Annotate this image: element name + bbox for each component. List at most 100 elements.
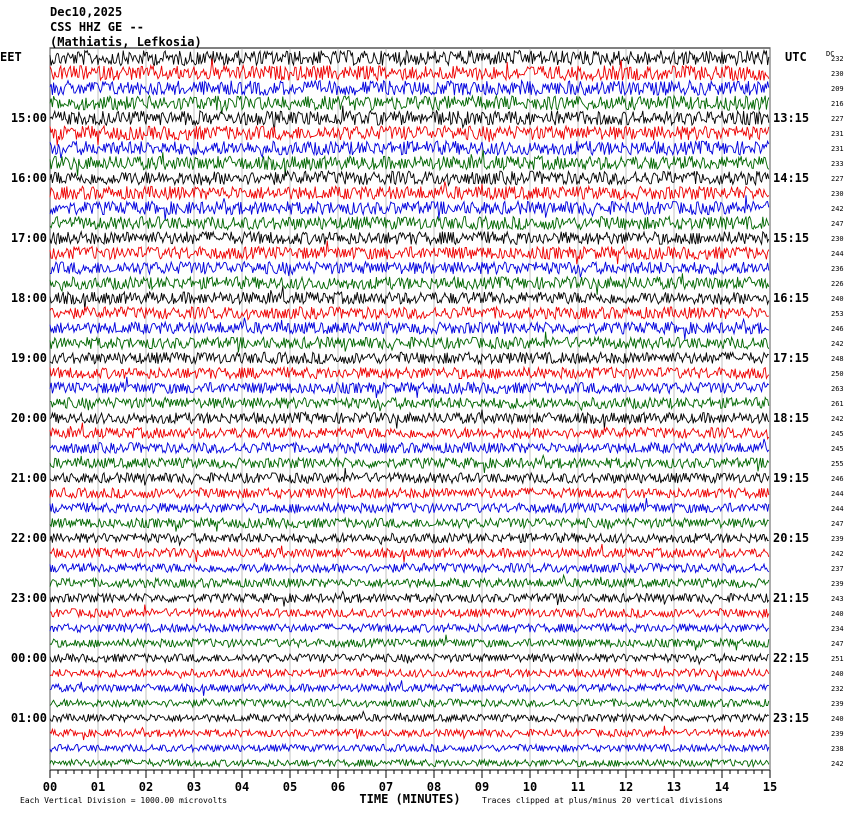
trace bbox=[49, 573, 770, 589]
trace bbox=[49, 350, 769, 366]
dc-value: 231 bbox=[831, 145, 844, 153]
dc-value: 250 bbox=[831, 370, 844, 378]
trace bbox=[49, 680, 769, 696]
dc-value: 261 bbox=[831, 400, 844, 408]
left-time-label: 20:00 bbox=[11, 411, 47, 425]
dc-value: 230 bbox=[831, 70, 844, 78]
x-tick-label: 03 bbox=[187, 780, 201, 794]
trace bbox=[49, 453, 770, 473]
trace bbox=[49, 561, 770, 575]
trace bbox=[49, 215, 770, 231]
trace bbox=[49, 181, 770, 202]
dc-value: 234 bbox=[831, 625, 844, 633]
x-tick-label: 02 bbox=[139, 780, 153, 794]
scale-note: Each Vertical Division = 1000.00 microvo… bbox=[20, 796, 227, 805]
right-time-label: 14:15 bbox=[773, 171, 809, 185]
trace bbox=[49, 468, 770, 486]
x-tick-label: 06 bbox=[331, 780, 345, 794]
trace bbox=[49, 531, 769, 547]
trace bbox=[49, 139, 770, 159]
x-tick-label: 11 bbox=[571, 780, 585, 794]
dc-value: 233 bbox=[831, 160, 844, 168]
left-axis-title: EET bbox=[0, 50, 22, 64]
trace bbox=[49, 498, 770, 515]
dc-value: 230 bbox=[831, 190, 844, 198]
trace bbox=[49, 58, 770, 83]
x-tick-label: 15 bbox=[763, 780, 777, 794]
dc-value: 239 bbox=[831, 580, 844, 588]
x-tick-label: 12 bbox=[619, 780, 633, 794]
dc-value: 227 bbox=[831, 115, 844, 123]
trace bbox=[49, 516, 769, 532]
trace bbox=[49, 376, 770, 398]
dc-value: 232 bbox=[831, 685, 844, 693]
dc-value: 247 bbox=[831, 520, 844, 528]
left-time-label: 01:00 bbox=[11, 711, 47, 725]
x-tick-label: 13 bbox=[667, 780, 681, 794]
trace bbox=[49, 652, 770, 666]
clip-note: Traces clipped at plus/minus 20 vertical… bbox=[482, 796, 723, 805]
dc-value: 239 bbox=[831, 535, 844, 543]
x-tick-label: 07 bbox=[379, 780, 393, 794]
right-time-label: 18:15 bbox=[773, 411, 809, 425]
dc-value: 247 bbox=[831, 220, 844, 228]
trace bbox=[49, 742, 770, 754]
dc-value: 247 bbox=[831, 640, 844, 648]
dc-value: 244 bbox=[831, 505, 844, 513]
location: (Mathiatis, Lefkosia) bbox=[50, 35, 202, 49]
dc-value: 227 bbox=[831, 175, 844, 183]
dc-value: 242 bbox=[831, 760, 844, 768]
dc-value: 248 bbox=[831, 355, 844, 363]
trace bbox=[49, 757, 770, 769]
trace bbox=[49, 105, 770, 131]
dc-value: 246 bbox=[831, 325, 844, 333]
trace bbox=[49, 260, 770, 278]
dc-value: 263 bbox=[831, 385, 844, 393]
trace bbox=[49, 124, 770, 146]
dc-value: 244 bbox=[831, 490, 844, 498]
x-axis-title: TIME (MINUTES) bbox=[359, 792, 460, 806]
x-tick-label: 09 bbox=[475, 780, 489, 794]
dc-value: 244 bbox=[831, 250, 844, 258]
left-time-label: 22:00 bbox=[11, 531, 47, 545]
dc-value: 209 bbox=[831, 85, 844, 93]
dc-value: 246 bbox=[831, 475, 844, 483]
trace bbox=[49, 240, 770, 265]
trace bbox=[49, 634, 770, 651]
x-tick-label: 10 bbox=[523, 780, 537, 794]
trace bbox=[49, 667, 770, 681]
right-time-label: 13:15 bbox=[773, 111, 809, 125]
trace bbox=[49, 317, 770, 340]
left-time-label: 00:00 bbox=[11, 651, 47, 665]
x-tick-label: 08 bbox=[427, 780, 441, 794]
date: Dec10,2025 bbox=[50, 5, 122, 19]
trace bbox=[49, 331, 770, 353]
dc-value: 251 bbox=[831, 655, 844, 663]
right-axis-title: UTC bbox=[785, 50, 807, 64]
station: CSS HHZ GE -- bbox=[50, 20, 144, 34]
trace bbox=[49, 438, 770, 455]
x-tick-label: 04 bbox=[235, 780, 249, 794]
dc-value: 243 bbox=[831, 595, 844, 603]
trace bbox=[49, 149, 770, 177]
dc-value: 240 bbox=[831, 670, 844, 678]
dc-value: 242 bbox=[831, 340, 844, 348]
dc-value: 255 bbox=[831, 460, 844, 468]
trace bbox=[49, 590, 770, 607]
trace bbox=[49, 94, 770, 114]
trace bbox=[49, 365, 770, 381]
left-time-label: 19:00 bbox=[11, 351, 47, 365]
dc-value: 240 bbox=[831, 295, 844, 303]
dc-value: 242 bbox=[831, 415, 844, 423]
dc-value: 239 bbox=[831, 730, 844, 738]
right-time-label: 20:15 bbox=[773, 531, 809, 545]
dc-value: 245 bbox=[831, 445, 844, 453]
dc-value: 237 bbox=[831, 565, 844, 573]
right-time-label: 22:15 bbox=[773, 651, 809, 665]
left-time-label: 15:00 bbox=[11, 111, 47, 125]
left-time-label: 21:00 bbox=[11, 471, 47, 485]
trace bbox=[50, 604, 770, 620]
trace bbox=[49, 305, 769, 321]
plot-frame bbox=[49, 47, 771, 771]
right-time-label: 15:15 bbox=[773, 231, 809, 245]
